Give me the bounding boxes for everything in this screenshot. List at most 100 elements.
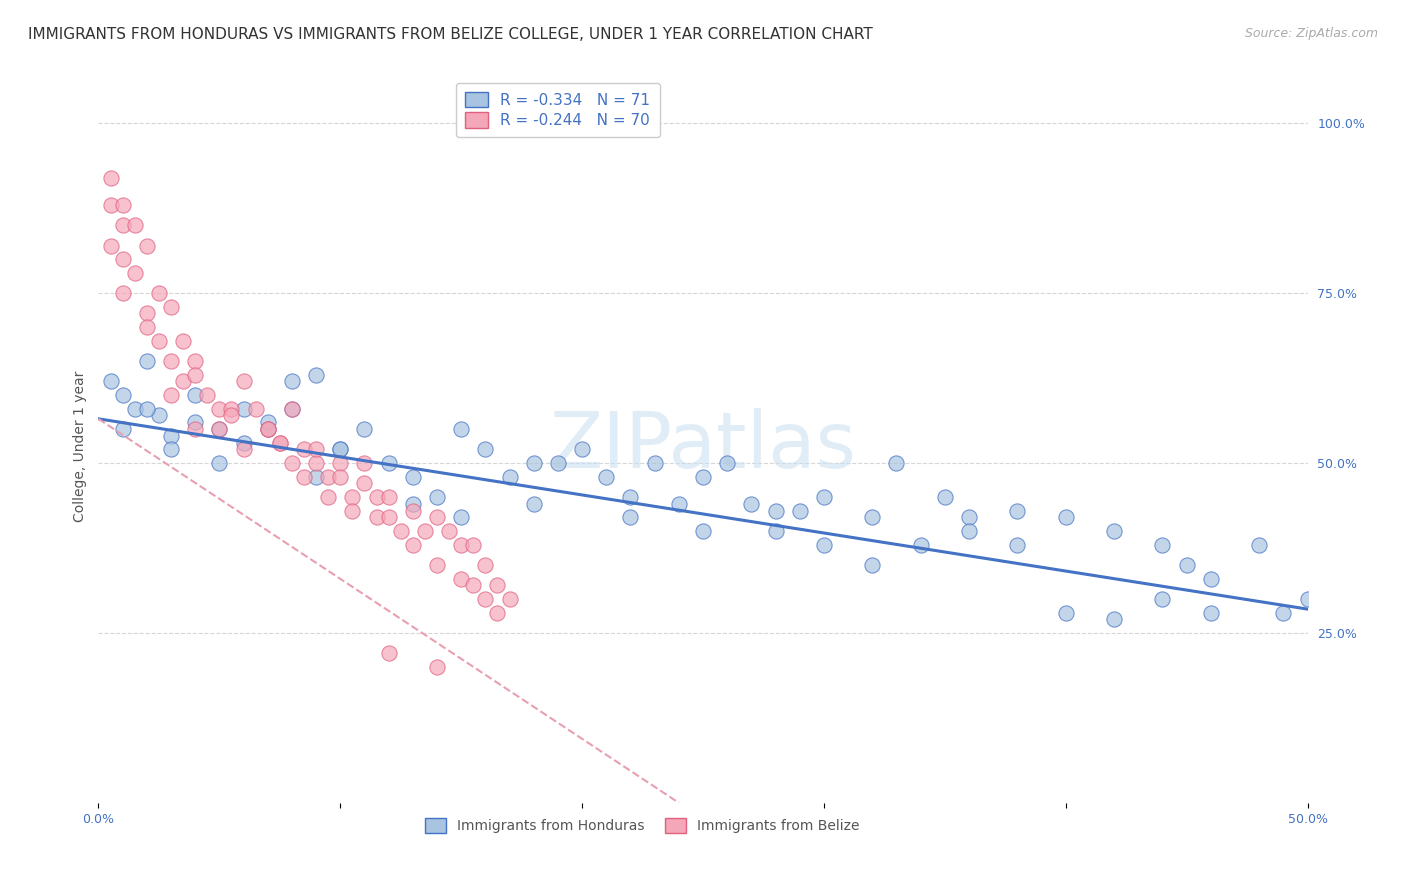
Point [474,442,496,457]
Point [184,422,207,436]
Point [402,537,425,551]
Point [281,401,304,416]
Point [692,524,714,538]
Point [305,368,328,382]
Point [305,442,328,457]
Point [232,375,254,389]
Point [329,456,352,470]
Point [644,456,666,470]
Point [692,469,714,483]
Point [619,490,641,504]
Point [450,537,472,551]
Point [813,537,835,551]
Point [486,578,509,592]
Point [860,510,883,524]
Point [523,456,546,470]
Point [740,497,762,511]
Point [1249,537,1271,551]
Point [1102,612,1125,626]
Point [245,401,267,416]
Point [389,524,412,538]
Point [148,409,170,423]
Point [184,354,207,368]
Point [523,497,546,511]
Point [124,401,146,416]
Point [619,510,641,524]
Legend: Immigrants from Honduras, Immigrants from Belize: Immigrants from Honduras, Immigrants fro… [419,813,866,838]
Point [111,198,134,212]
Point [1152,591,1174,606]
Point [160,354,183,368]
Point [353,422,375,436]
Point [124,218,146,232]
Point [329,442,352,457]
Point [256,422,278,436]
Point [172,375,194,389]
Point [329,442,352,457]
Point [886,456,908,470]
Point [402,503,425,517]
Point [292,442,315,457]
Point [135,354,157,368]
Point [498,591,520,606]
Point [547,456,569,470]
Point [1175,558,1198,572]
Point [269,435,291,450]
Point [111,286,134,301]
Point [813,490,835,504]
Point [316,490,339,504]
Point [450,422,472,436]
Point [160,429,183,443]
Point [1296,591,1319,606]
Point [135,238,157,252]
Point [100,198,122,212]
Point [111,218,134,232]
Point [100,170,122,185]
Point [1054,510,1077,524]
Point [111,252,134,266]
Point [256,422,278,436]
Point [100,375,122,389]
Point [195,388,218,402]
Point [450,510,472,524]
Point [148,286,170,301]
Point [281,375,304,389]
Point [910,537,932,551]
Text: IMMIGRANTS FROM HONDURAS VS IMMIGRANTS FROM BELIZE COLLEGE, UNDER 1 YEAR CORRELA: IMMIGRANTS FROM HONDURAS VS IMMIGRANTS F… [28,27,873,42]
Point [281,401,304,416]
Point [1054,606,1077,620]
Point [135,306,157,320]
Point [474,591,496,606]
Point [486,606,509,620]
Point [402,469,425,483]
Point [342,503,364,517]
Point [498,469,520,483]
Point [111,388,134,402]
Point [463,537,485,551]
Point [135,320,157,334]
Point [184,388,207,402]
Point [1152,537,1174,551]
Point [111,422,134,436]
Point [377,490,399,504]
Point [450,572,472,586]
Point [957,524,980,538]
Point [957,510,980,524]
Text: ZIPatlas: ZIPatlas [550,408,856,484]
Point [413,524,436,538]
Point [1102,524,1125,538]
Point [135,401,157,416]
Point [437,524,460,538]
Point [208,456,231,470]
Point [426,490,449,504]
Y-axis label: College, Under 1 year: College, Under 1 year [73,370,87,522]
Point [716,456,738,470]
Point [571,442,593,457]
Point [402,497,425,511]
Point [232,401,254,416]
Point [305,456,328,470]
Point [1199,606,1222,620]
Point [377,510,399,524]
Point [789,503,811,517]
Point [426,660,449,674]
